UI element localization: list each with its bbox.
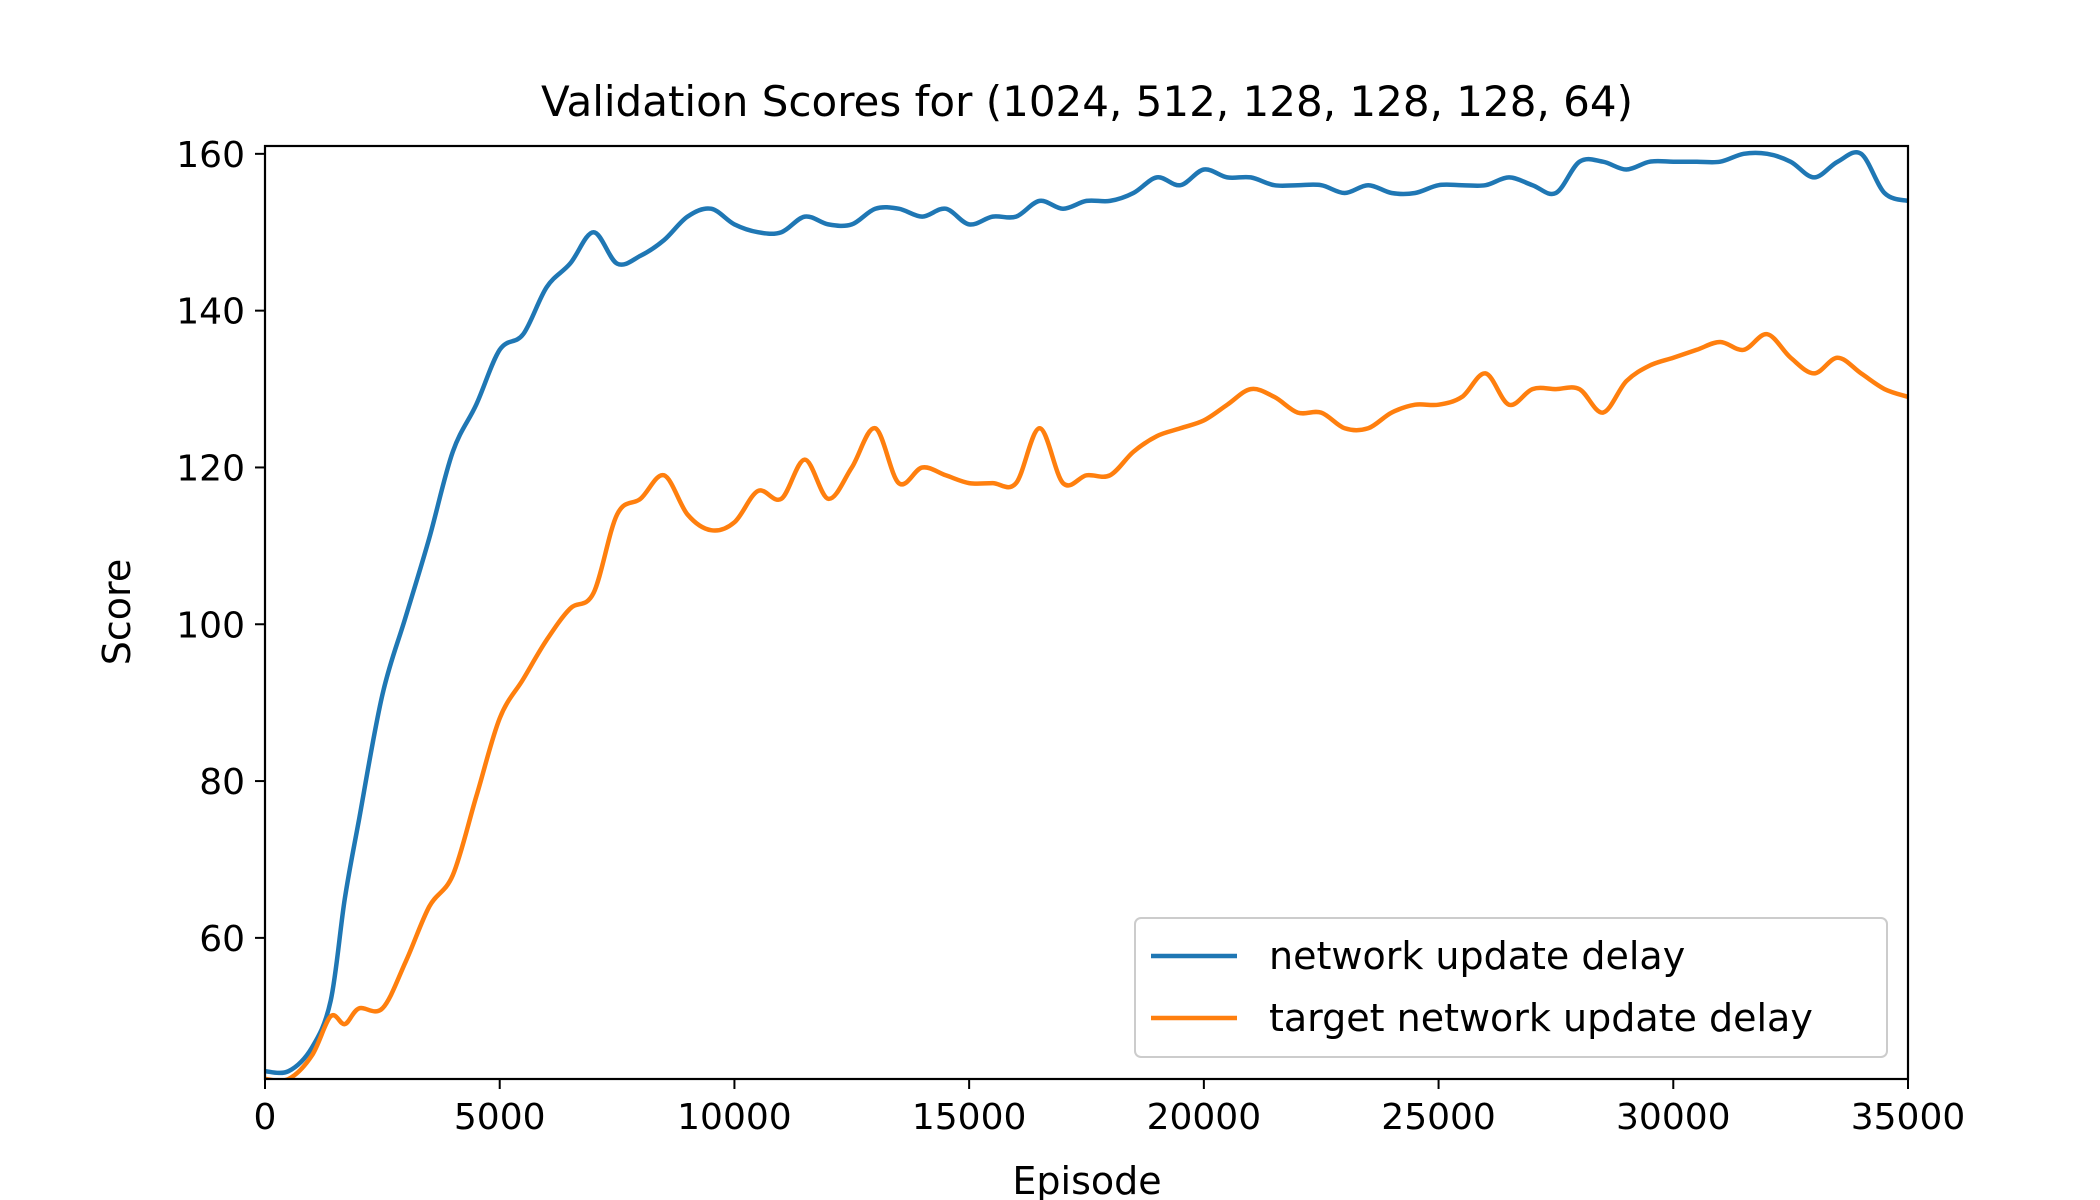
- series-layer: [265, 150, 1908, 1079]
- plot-area: [263, 144, 1910, 1081]
- x-axis-label: Episode: [1012, 1159, 1161, 1200]
- legend-box: [1134, 917, 1888, 1058]
- x-tick-label: 5000: [454, 1097, 546, 1138]
- y-tick-label: 60: [199, 919, 245, 960]
- plot-frame: [263, 144, 1910, 1081]
- series-line-target-network-update-delay: [265, 331, 1908, 1079]
- y-axis-label: Score: [95, 559, 139, 665]
- chart-title: Validation Scores for (1024, 512, 128, 1…: [541, 77, 1633, 126]
- x-tick-label: 15000: [912, 1097, 1027, 1138]
- series-line-network-update-delay: [265, 150, 1908, 1076]
- x-tick-label: 20000: [1147, 1097, 1262, 1138]
- x-tick-label: 30000: [1616, 1097, 1731, 1138]
- legend-label-network-update-delay: network update delay: [1269, 934, 1685, 978]
- x-tick-label: 0: [254, 1097, 277, 1138]
- x-axis: 0 5000 10000 15000 20000 25000 30000 35000: [254, 1079, 1966, 1138]
- x-tick-label: 35000: [1851, 1097, 1966, 1138]
- legend: network update delay target network upda…: [1134, 917, 1888, 1058]
- y-tick-label: 160: [176, 135, 245, 176]
- y-axis: 60 80 100 120 140 160: [176, 135, 265, 960]
- y-tick-label: 100: [176, 605, 245, 646]
- y-tick-label: 140: [176, 292, 245, 333]
- x-tick-label: 25000: [1381, 1097, 1496, 1138]
- y-tick-label: 80: [199, 762, 245, 803]
- y-tick-label: 120: [176, 448, 245, 489]
- legend-label-target-network-update-delay: target network update delay: [1269, 996, 1813, 1040]
- x-tick-label: 10000: [677, 1097, 792, 1138]
